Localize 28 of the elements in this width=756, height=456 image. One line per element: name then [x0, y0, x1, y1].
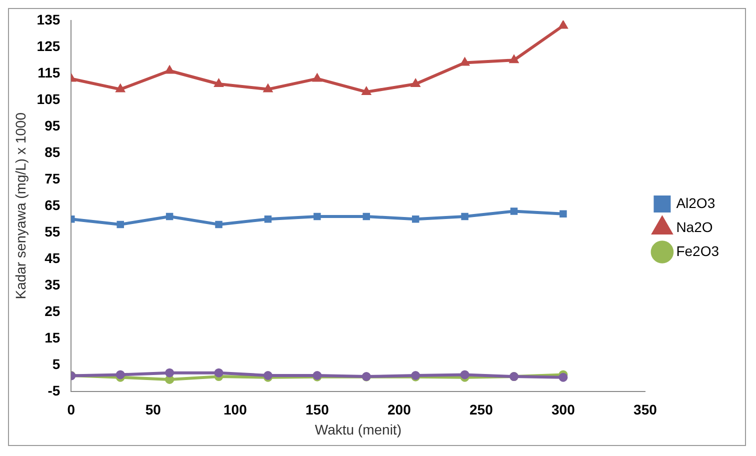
y-tick-label: 115: [38, 64, 60, 80]
x-tick-label: 350: [634, 402, 658, 418]
y-tick-label: 5: [52, 356, 60, 372]
x-axis-title: Waktu (menit): [314, 421, 402, 438]
x-tick-label: 150: [305, 402, 330, 418]
y-tick-label: 25: [44, 302, 60, 319]
y-tick-label: 125: [36, 38, 60, 54]
x-tick-label: 250: [470, 402, 494, 418]
x-tick-label: 50: [145, 402, 162, 418]
y-tick-label: 55: [44, 223, 60, 240]
y-axis-title: Kadar senyawa (mg/L) x 1000: [12, 112, 28, 300]
legend-label: Na2O: [676, 218, 713, 235]
y-tick-label: 15: [44, 329, 60, 346]
y-tick-label: 65: [44, 196, 60, 213]
y-tick-label: 105: [36, 90, 60, 107]
y-tick-label: 75: [44, 170, 60, 186]
y-tick-label: 95: [44, 117, 60, 134]
y-tick-label: 85: [44, 144, 60, 160]
y-tick-label: -5: [48, 382, 60, 398]
x-tick-label: 200: [388, 402, 412, 418]
y-tick-label: 35: [44, 276, 60, 292]
x-tick-label: 100: [223, 402, 248, 418]
y-tick-label: 135: [36, 11, 60, 28]
y-tick-label: 45: [44, 250, 60, 266]
legend-label: Fe2O3: [676, 242, 720, 259]
legend-label: Al2O3: [676, 194, 716, 211]
x-tick-label: 300: [552, 402, 576, 418]
x-tick-label: 0: [67, 402, 76, 418]
